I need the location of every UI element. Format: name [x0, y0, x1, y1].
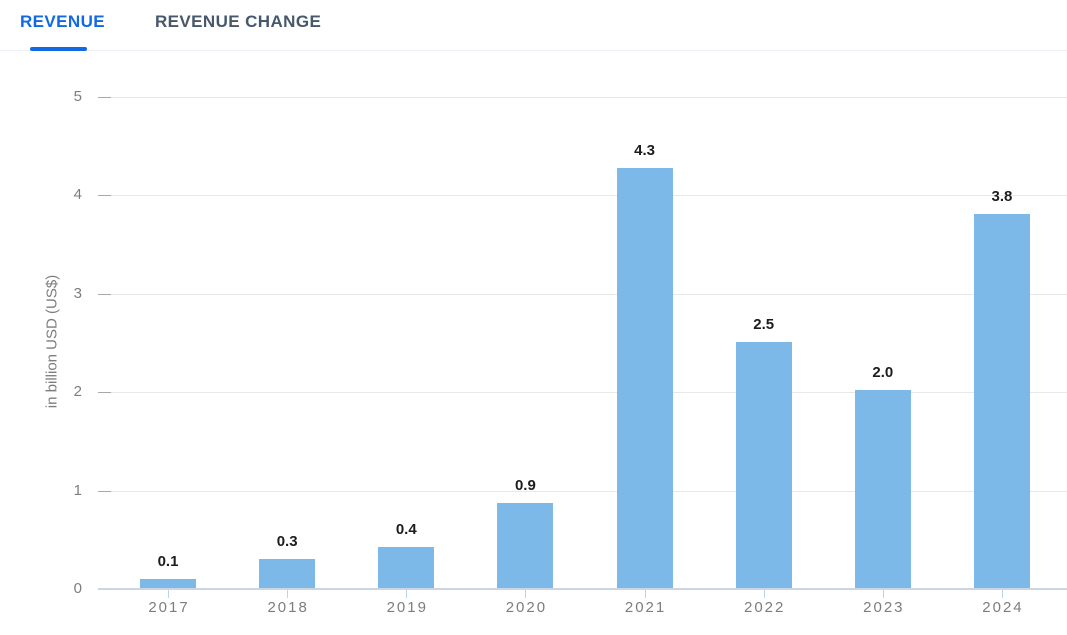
x-tick-mark-2018	[287, 590, 289, 598]
gridline-3	[98, 293, 1067, 295]
x-tick-label-2021: 2021	[624, 599, 667, 616]
value-label-2020: 0.9	[514, 477, 536, 495]
y-tick-mark-5	[98, 96, 111, 98]
bar-2024[interactable]	[973, 213, 1030, 589]
x-tick-mark-2024	[1001, 590, 1003, 598]
y-tick-label-1: 1	[73, 481, 82, 499]
y-tick-label-3: 3	[73, 284, 82, 302]
gridline-5	[98, 96, 1067, 98]
x-axis-line	[98, 588, 1067, 590]
x-tick-mark-2019	[406, 590, 408, 598]
x-tick-label-2022: 2022	[744, 599, 786, 616]
bar-2022[interactable]	[735, 341, 792, 589]
y-tick-mark-1	[98, 490, 111, 492]
bar-2023[interactable]	[854, 390, 911, 589]
value-label-2017: 0.1	[157, 553, 179, 571]
x-tick-mark-2020	[525, 590, 527, 598]
y-tick-mark-3	[98, 293, 111, 295]
x-tick-label-2019: 2019	[386, 599, 428, 616]
y-tick-label-4: 4	[73, 186, 82, 203]
x-tick-label-2018: 2018	[267, 599, 309, 616]
x-tick-label-2017: 2017	[148, 599, 190, 616]
gridline-2	[98, 392, 1067, 393]
y-tick-label-0: 0	[73, 580, 82, 597]
bar-2021[interactable]	[616, 168, 673, 589]
y-tick-mark-2	[98, 392, 111, 393]
bar-2020[interactable]	[497, 503, 554, 589]
x-tick-mark-2017	[168, 590, 169, 598]
x-tick-label-2020: 2020	[505, 599, 548, 616]
bar-2019[interactable]	[378, 546, 435, 589]
value-label-2018: 0.3	[276, 533, 298, 551]
tabs-separator	[0, 50, 1067, 51]
x-tick-label-2023: 2023	[863, 599, 905, 616]
value-label-2023: 2.0	[872, 364, 894, 382]
gridline-1	[98, 490, 1067, 492]
tab-revenue[interactable]: REVENUE	[20, 12, 105, 31]
gridline-4	[98, 195, 1067, 196]
tab-revenue-change[interactable]: REVENUE CHANGE	[155, 12, 322, 31]
y-tick-label-2: 2	[73, 383, 82, 400]
x-tick-mark-2022	[763, 590, 765, 598]
value-label-2024: 3.8	[991, 187, 1013, 205]
y-tick-mark-4	[98, 195, 111, 196]
x-tick-mark-2021	[644, 590, 646, 598]
x-tick-label-2024: 2024	[982, 599, 1024, 616]
bar-2018[interactable]	[259, 559, 316, 589]
x-tick-mark-2023	[882, 590, 884, 598]
bar-2017[interactable]	[140, 579, 196, 589]
tab-bar: REVENUE REVENUE CHANGE	[0, 0, 1067, 52]
value-label-2019: 0.4	[395, 520, 417, 538]
value-label-2021: 4.3	[634, 142, 655, 160]
y-tick-label-5: 5	[73, 87, 82, 105]
active-tab-underline	[30, 47, 87, 51]
value-label-2022: 2.5	[753, 315, 775, 333]
